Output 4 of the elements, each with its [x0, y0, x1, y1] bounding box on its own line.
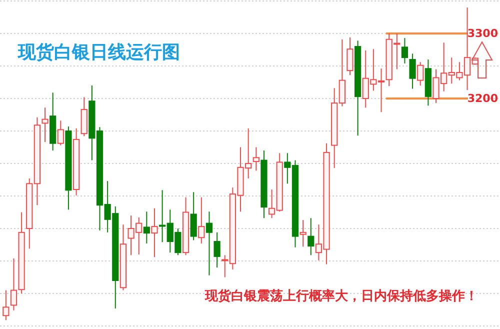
y-tick-label: 3300	[467, 27, 498, 40]
annotation: 现货白银震荡上行概率大，日内保持低多操作！	[204, 288, 478, 304]
text: 现货白银日线运行图	[17, 42, 180, 63]
y-tick-label: 3200	[467, 92, 498, 105]
